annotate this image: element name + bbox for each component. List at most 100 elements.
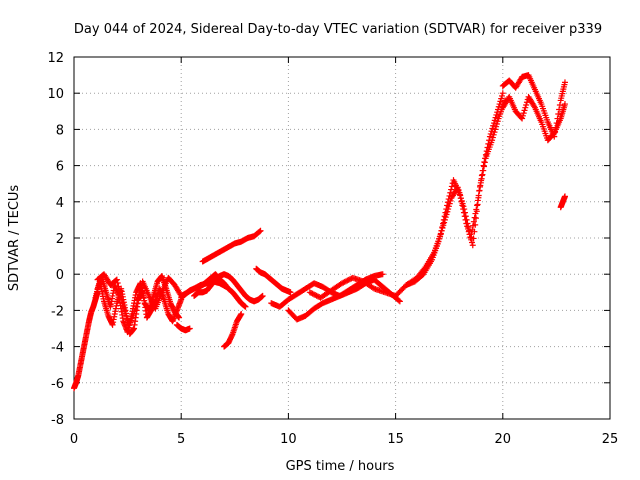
data-point bbox=[491, 129, 498, 136]
data-point bbox=[395, 297, 402, 304]
data-point bbox=[465, 228, 472, 235]
data-point bbox=[340, 279, 347, 286]
data-point bbox=[118, 296, 125, 303]
data-point bbox=[133, 300, 140, 307]
data-point bbox=[490, 122, 497, 129]
y-tick-label: -2 bbox=[51, 304, 64, 319]
data-point bbox=[396, 298, 403, 305]
data-point bbox=[341, 278, 348, 285]
data-point bbox=[489, 125, 496, 132]
data-point bbox=[439, 224, 446, 231]
y-tick-label: 10 bbox=[47, 87, 64, 102]
data-point bbox=[498, 92, 505, 99]
data-point bbox=[492, 126, 499, 133]
data-point bbox=[458, 198, 465, 205]
data-point bbox=[461, 213, 468, 220]
data-point bbox=[494, 118, 501, 125]
data-point bbox=[470, 218, 477, 225]
data-point bbox=[310, 291, 317, 298]
data-point bbox=[486, 133, 493, 140]
y-tick-label: 6 bbox=[56, 160, 64, 175]
axis-ticks: 0 5 10 15 20 25 -8 -6 -4 -2 0 2 4 6 8 10 12 bbox=[47, 51, 618, 447]
data-point bbox=[493, 120, 500, 127]
data-point bbox=[345, 276, 352, 283]
data-point bbox=[520, 110, 527, 117]
data-point bbox=[437, 231, 444, 238]
series-tail bbox=[557, 193, 568, 211]
data-point bbox=[186, 325, 193, 332]
data-point bbox=[490, 120, 497, 127]
data-point bbox=[561, 193, 568, 200]
data-point bbox=[113, 276, 120, 283]
data-point bbox=[488, 128, 495, 135]
data-point bbox=[400, 284, 407, 291]
data-point bbox=[115, 283, 122, 290]
data-point bbox=[498, 95, 505, 102]
data-point bbox=[397, 287, 404, 294]
data-point bbox=[256, 228, 263, 235]
data-points bbox=[71, 72, 568, 392]
data-point bbox=[477, 183, 484, 190]
data-point bbox=[460, 206, 467, 213]
x-tick-label: 15 bbox=[387, 432, 404, 447]
data-point bbox=[519, 115, 526, 122]
data-point bbox=[287, 289, 294, 296]
data-point bbox=[259, 292, 266, 299]
data-point bbox=[442, 209, 449, 216]
data-point bbox=[116, 286, 123, 293]
y-tick-label: 0 bbox=[56, 268, 64, 283]
data-point bbox=[306, 289, 313, 296]
data-point bbox=[531, 103, 538, 110]
data-point bbox=[497, 98, 504, 105]
data-point bbox=[464, 225, 471, 232]
data-point bbox=[472, 221, 479, 228]
series-climb-b bbox=[414, 97, 508, 281]
data-point bbox=[399, 286, 406, 293]
data-point bbox=[134, 297, 141, 304]
data-point bbox=[456, 191, 463, 198]
data-point bbox=[490, 131, 497, 138]
data-point bbox=[470, 235, 477, 242]
data-point bbox=[308, 289, 315, 296]
data-point bbox=[344, 277, 351, 284]
data-point bbox=[444, 202, 451, 209]
series-seg-g bbox=[221, 311, 245, 350]
grid bbox=[74, 57, 610, 419]
data-point bbox=[467, 234, 474, 241]
data-point bbox=[464, 223, 471, 230]
data-point bbox=[499, 90, 506, 97]
data-point bbox=[481, 163, 488, 170]
data-point bbox=[369, 284, 376, 291]
data-point bbox=[480, 167, 487, 174]
data-point bbox=[242, 303, 249, 310]
data-point bbox=[133, 303, 140, 310]
x-tick-label: 25 bbox=[602, 432, 619, 447]
x-tick-label: 5 bbox=[177, 432, 185, 447]
y-tick-label: -4 bbox=[51, 341, 64, 356]
data-point bbox=[438, 227, 445, 234]
y-tick-label: 8 bbox=[56, 123, 64, 138]
data-point bbox=[523, 101, 530, 108]
data-point bbox=[487, 130, 494, 137]
data-point bbox=[476, 187, 483, 194]
data-point bbox=[492, 114, 499, 121]
data-point bbox=[493, 111, 500, 118]
data-point bbox=[561, 79, 568, 86]
data-point bbox=[471, 228, 478, 235]
data-point bbox=[491, 117, 498, 124]
data-point bbox=[448, 186, 455, 193]
data-point bbox=[313, 292, 320, 299]
data-point bbox=[473, 215, 479, 222]
data-point bbox=[561, 101, 568, 108]
data-point bbox=[309, 290, 316, 297]
data-point bbox=[347, 276, 354, 283]
series-rise bbox=[71, 289, 101, 392]
data-point bbox=[463, 220, 470, 227]
data-point bbox=[339, 280, 345, 287]
x-tick-label: 20 bbox=[495, 432, 512, 447]
data-point bbox=[114, 280, 121, 287]
data-point bbox=[489, 137, 496, 144]
data-point bbox=[457, 195, 464, 202]
data-point bbox=[117, 293, 124, 300]
